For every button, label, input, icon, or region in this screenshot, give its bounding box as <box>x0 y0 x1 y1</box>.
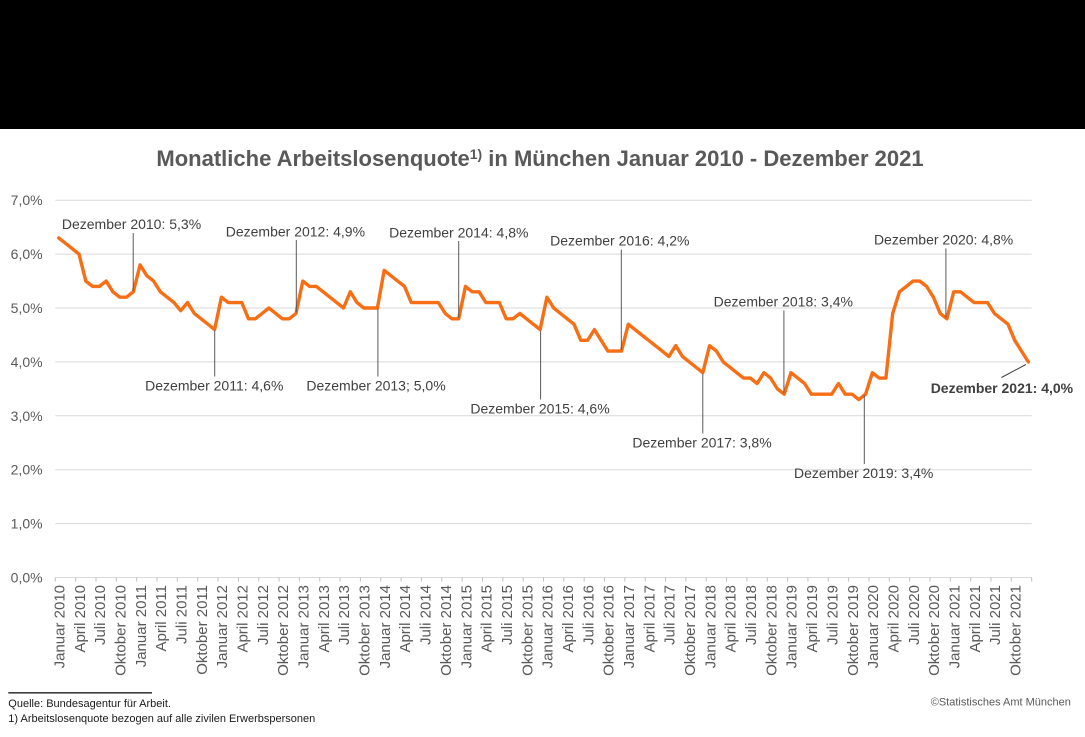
svg-text:Oktober 2019: Oktober 2019 <box>845 585 862 676</box>
svg-text:Monatliche Arbeitslosenquote1): Monatliche Arbeitslosenquote1) in Münche… <box>156 146 923 171</box>
svg-text:Oktober 2014: Oktober 2014 <box>438 585 455 676</box>
svg-text:April 2016: April 2016 <box>560 585 577 653</box>
svg-text:Juli 2018: Juli 2018 <box>743 585 760 645</box>
svg-text:Oktober 2011: Oktober 2011 <box>194 585 211 675</box>
svg-text:Dezember 2011: 4,6%: Dezember 2011: 4,6% <box>145 377 283 393</box>
svg-text:©Statistisches Amt München: ©Statistisches Amt München <box>931 697 1071 709</box>
svg-text:Quelle: Bundesagentur für Arbe: Quelle: Bundesagentur für Arbeit. <box>8 698 171 710</box>
svg-text:April 2021: April 2021 <box>967 585 984 653</box>
svg-text:6,0%: 6,0% <box>11 246 43 262</box>
svg-text:Juli 2017: Juli 2017 <box>662 585 679 645</box>
svg-text:April 2017: April 2017 <box>641 585 658 653</box>
svg-text:Dezember 2018: 3,4%: Dezember 2018: 3,4% <box>714 294 853 310</box>
svg-text:Dezember 2019: 3,4%: Dezember 2019: 3,4% <box>794 465 933 481</box>
svg-text:3,0%: 3,0% <box>11 408 43 424</box>
svg-text:7,0%: 7,0% <box>11 192 43 208</box>
svg-text:Oktober 2017: Oktober 2017 <box>682 585 699 676</box>
svg-text:Januar 2013: Januar 2013 <box>295 585 312 668</box>
svg-text:Dezember 2016: 4,2%: Dezember 2016: 4,2% <box>550 233 689 249</box>
svg-text:Juli 2016: Juli 2016 <box>580 585 597 645</box>
svg-text:Oktober 2010: Oktober 2010 <box>112 585 129 676</box>
svg-text:April 2018: April 2018 <box>723 585 740 653</box>
svg-text:Januar 2014: Januar 2014 <box>377 585 394 668</box>
svg-text:Juli 2019: Juli 2019 <box>824 585 841 645</box>
svg-text:0,0%: 0,0% <box>11 570 43 586</box>
svg-text:Juli 2021: Juli 2021 <box>987 585 1004 645</box>
svg-text:4,0%: 4,0% <box>11 354 43 370</box>
svg-text:Oktober 2015: Oktober 2015 <box>519 585 536 676</box>
svg-text:April 2014: April 2014 <box>397 585 414 653</box>
svg-text:Dezember 2020: 4,8%: Dezember 2020: 4,8% <box>874 232 1013 248</box>
svg-text:Dezember 2015: 4,6%: Dezember 2015: 4,6% <box>470 400 609 416</box>
svg-text:Dezember 2012: 4,9%: Dezember 2012: 4,9% <box>226 224 365 240</box>
svg-text:April 2011: April 2011 <box>153 585 170 651</box>
svg-text:Dezember 2017: 3,8%: Dezember 2017: 3,8% <box>632 434 771 450</box>
svg-text:Januar 2010: Januar 2010 <box>51 585 68 668</box>
svg-text:April 2020: April 2020 <box>885 585 902 653</box>
svg-text:Oktober 2016: Oktober 2016 <box>601 585 618 676</box>
svg-text:Januar 2018: Januar 2018 <box>702 585 719 668</box>
svg-text:Juli 2020: Juli 2020 <box>906 585 923 645</box>
svg-text:Juli 2013: Juli 2013 <box>336 585 353 645</box>
svg-text:Oktober 2018: Oktober 2018 <box>763 585 780 676</box>
svg-text:Oktober 2013: Oktober 2013 <box>357 585 374 676</box>
svg-text:April 2015: April 2015 <box>479 585 496 653</box>
svg-text:Juli 2014: Juli 2014 <box>418 585 435 645</box>
svg-text:5,0%: 5,0% <box>11 300 43 316</box>
svg-text:Juli 2015: Juli 2015 <box>499 585 516 645</box>
svg-text:Januar 2020: Januar 2020 <box>865 585 882 668</box>
svg-text:Januar 2015: Januar 2015 <box>458 585 475 668</box>
svg-text:Januar 2016: Januar 2016 <box>540 585 557 668</box>
svg-text:Januar 2011: Januar 2011 <box>133 585 150 667</box>
svg-text:Dezember 2013; 5,0%: Dezember 2013; 5,0% <box>306 377 445 393</box>
svg-text:Januar 2019: Januar 2019 <box>784 585 801 668</box>
svg-text:April 2012: April 2012 <box>234 585 251 653</box>
svg-text:Juli 2012: Juli 2012 <box>255 585 272 645</box>
svg-text:1) Arbeitslosenquote bezogen a: 1) Arbeitslosenquote bezogen auf alle zi… <box>8 713 315 725</box>
svg-text:Dezember 2010: 5,3%: Dezember 2010: 5,3% <box>62 216 201 232</box>
svg-text:Januar 2021: Januar 2021 <box>946 585 963 668</box>
svg-text:April 2019: April 2019 <box>804 585 821 653</box>
svg-text:1,0%: 1,0% <box>11 516 43 532</box>
svg-text:2,0%: 2,0% <box>11 462 43 478</box>
svg-text:April 2010: April 2010 <box>72 585 89 653</box>
svg-text:Dezember 2014: 4,8%: Dezember 2014: 4,8% <box>389 224 528 240</box>
svg-text:Oktober 2021: Oktober 2021 <box>1007 585 1024 676</box>
svg-text:Dezember 2021: 4,0%: Dezember 2021: 4,0% <box>931 380 1074 396</box>
svg-text:Oktober 2012: Oktober 2012 <box>275 585 292 676</box>
svg-text:April 2013: April 2013 <box>316 585 333 653</box>
svg-text:Januar 2017: Januar 2017 <box>621 585 638 668</box>
svg-text:Januar 2012: Januar 2012 <box>214 585 231 668</box>
svg-text:Juli 2010: Juli 2010 <box>92 585 109 645</box>
svg-text:Oktober 2020: Oktober 2020 <box>926 585 943 676</box>
svg-text:Juli 2011: Juli 2011 <box>173 585 190 644</box>
